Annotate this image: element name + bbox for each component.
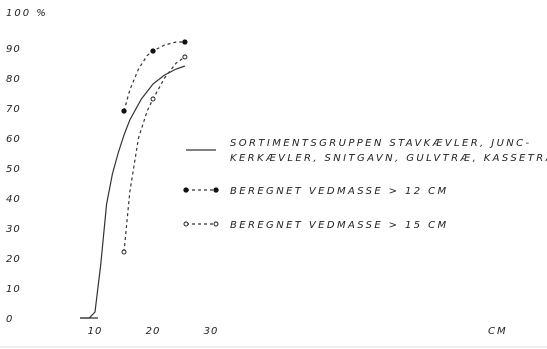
x-axis-label: CM: [488, 326, 508, 337]
x-tick-label: 20: [146, 326, 161, 337]
series-line-2: [123, 41, 185, 112]
series-3-point: [182, 54, 188, 60]
y-axis-label: 100 %: [6, 8, 48, 19]
x-tick-label: 30: [204, 326, 219, 337]
y-tick-label: 80: [6, 74, 21, 85]
series-2-point: [121, 108, 127, 114]
y-tick-label: 20: [6, 254, 21, 265]
series-3-point: [150, 96, 156, 102]
y-tick-label: 40: [6, 194, 21, 205]
legend-label-1: KERKÆVLER, SNITGAVN, GULVTRÆ, KASSETRÆ: [230, 153, 547, 164]
legend-marker-2: [213, 187, 219, 193]
legend-marker-3: [213, 221, 219, 227]
series-2-point: [150, 48, 156, 54]
legend-label-2: BEREGNET VEDMASSE > 12 CM: [230, 186, 449, 197]
y-tick-label: 50: [6, 164, 21, 175]
y-tick-label: 10: [6, 284, 21, 295]
legend-label-1: SORTIMENTSGRUPPEN STAVKÆVLER, JUNC-: [230, 138, 532, 149]
legend-marker-2: [183, 187, 189, 193]
series-2-point: [182, 39, 188, 45]
y-tick-labels: 0 10 20 30 40 50 60 70 80 90: [6, 44, 21, 325]
series-layer: [80, 39, 188, 319]
x-tick-label: 10: [88, 326, 103, 337]
series-line-1: [80, 65, 186, 319]
y-tick-label: 90: [6, 44, 21, 55]
x-tick-labels: 10 20 30: [88, 326, 219, 337]
y-tick-label: 0: [6, 314, 13, 325]
y-tick-label: 30: [6, 224, 21, 235]
legend-label-3: BEREGNET VEDMASSE > 15 CM: [230, 220, 449, 231]
y-tick-label: 70: [6, 104, 21, 115]
legend-marker-3: [183, 221, 189, 227]
y-tick-label: 60: [6, 134, 21, 145]
legend: SORTIMENTSGRUPPEN STAVKÆVLER, JUNC- KERKÆ…: [183, 138, 547, 231]
series-line-3: [123, 56, 186, 253]
series-3-point: [121, 249, 127, 255]
